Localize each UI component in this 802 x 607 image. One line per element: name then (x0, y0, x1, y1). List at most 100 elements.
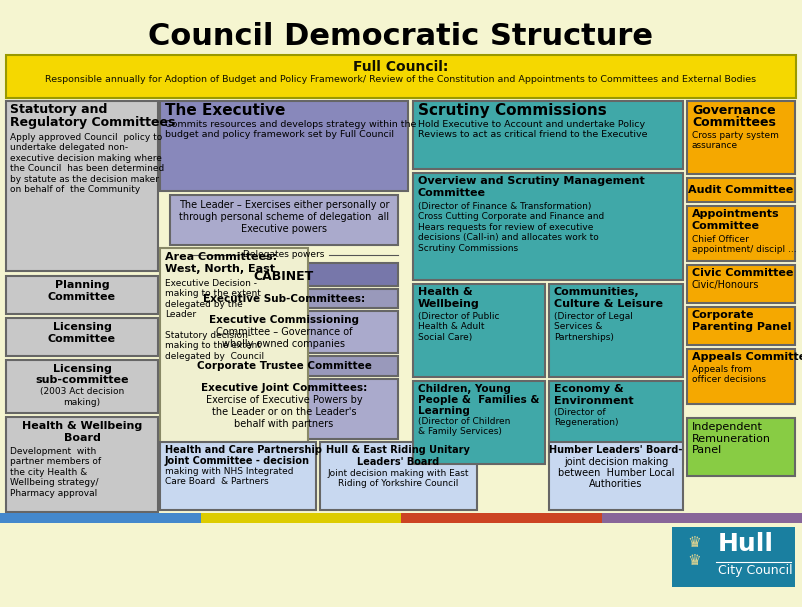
FancyBboxPatch shape (549, 381, 683, 464)
Text: CABINET: CABINET (254, 270, 314, 283)
FancyBboxPatch shape (320, 442, 477, 510)
Text: Appeals Committee: Appeals Committee (692, 352, 802, 362)
FancyBboxPatch shape (170, 356, 398, 376)
FancyBboxPatch shape (687, 206, 795, 261)
FancyBboxPatch shape (170, 379, 398, 439)
Text: behalf with partners: behalf with partners (234, 419, 334, 429)
Text: Health & Wellbeing: Health & Wellbeing (22, 421, 142, 431)
Text: (Director of
Regeneration): (Director of Regeneration) (554, 408, 618, 427)
Text: making with NHS Integrated
Care Board  & Partners: making with NHS Integrated Care Board & … (165, 467, 294, 486)
Text: making): making) (63, 398, 100, 407)
Text: Regulatory Committees: Regulatory Committees (10, 116, 176, 129)
Text: Parenting Panel: Parenting Panel (692, 322, 792, 332)
Text: Chief Officer
appointment/ discipl ...: Chief Officer appointment/ discipl ... (692, 235, 796, 254)
Text: The Leader – Exercises either personally or: The Leader – Exercises either personally… (179, 200, 389, 210)
Text: Civic/Honours: Civic/Honours (692, 280, 759, 290)
FancyBboxPatch shape (200, 513, 401, 523)
Text: Culture & Leisure: Culture & Leisure (554, 299, 663, 309)
Text: Scrutiny Commissions: Scrutiny Commissions (418, 103, 607, 118)
FancyBboxPatch shape (170, 195, 398, 245)
FancyBboxPatch shape (170, 263, 398, 286)
Text: Authorities: Authorities (589, 479, 642, 489)
Text: between  Humber Local: between Humber Local (557, 468, 674, 478)
Text: Apply approved Council  policy to
undertake delegated non-
executive decision ma: Apply approved Council policy to underta… (10, 133, 164, 194)
Text: The Executive: The Executive (165, 103, 286, 118)
Text: Executive Decision -
making to the extent
delegated by the
Leader

Statutory dec: Executive Decision - making to the exten… (165, 279, 264, 361)
Text: Full Council:: Full Council: (354, 60, 448, 74)
Text: Executive Joint Committees:: Executive Joint Committees: (200, 383, 367, 393)
Text: (Director of Finance & Transformation)
Cross Cutting Corporate and Finance and
H: (Director of Finance & Transformation) C… (418, 202, 604, 253)
Text: Statutory and: Statutory and (10, 103, 107, 116)
FancyBboxPatch shape (6, 417, 158, 512)
FancyBboxPatch shape (672, 527, 795, 587)
Text: Licensing: Licensing (53, 322, 111, 332)
Text: Joint Committee - decision: Joint Committee - decision (165, 456, 310, 466)
FancyBboxPatch shape (170, 311, 398, 353)
Text: wholly owned companies: wholly owned companies (222, 339, 346, 349)
FancyBboxPatch shape (687, 418, 795, 476)
FancyBboxPatch shape (160, 101, 408, 191)
Text: Commits resources and develops strategy within the
budget and policy framework s: Commits resources and develops strategy … (165, 120, 416, 140)
Text: Governance: Governance (692, 104, 776, 117)
Text: Corporate: Corporate (692, 310, 755, 320)
Text: Executive powers: Executive powers (241, 224, 327, 234)
FancyBboxPatch shape (6, 318, 158, 356)
FancyBboxPatch shape (6, 276, 158, 314)
Text: Exercise of Executive Powers by: Exercise of Executive Powers by (205, 395, 363, 405)
Text: Health &: Health & (418, 287, 472, 297)
Text: Children, Young: Children, Young (418, 384, 511, 394)
Text: Board: Board (63, 433, 100, 443)
FancyBboxPatch shape (413, 173, 683, 280)
Text: Hull: Hull (718, 532, 774, 556)
Text: Civic Committee: Civic Committee (692, 268, 793, 278)
Text: West, North, East: West, North, East (165, 264, 275, 274)
FancyBboxPatch shape (160, 442, 316, 510)
FancyBboxPatch shape (6, 360, 158, 413)
Text: Committees: Committees (692, 116, 776, 129)
Text: Humber Leaders' Board-: Humber Leaders' Board- (549, 445, 683, 455)
Text: Committee: Committee (48, 292, 116, 302)
Text: Committee – Governance of: Committee – Governance of (216, 327, 352, 337)
FancyBboxPatch shape (602, 513, 802, 523)
FancyBboxPatch shape (549, 442, 683, 510)
Text: Communities,: Communities, (554, 287, 640, 297)
Text: Health and Care Partnership: Health and Care Partnership (165, 445, 322, 455)
FancyBboxPatch shape (413, 284, 545, 377)
FancyBboxPatch shape (413, 381, 545, 464)
Text: through personal scheme of delegation  all: through personal scheme of delegation al… (179, 212, 389, 222)
Text: Environment: Environment (554, 396, 634, 406)
FancyBboxPatch shape (401, 513, 602, 523)
Text: Cross party system
assurance: Cross party system assurance (692, 131, 779, 151)
Text: Independent
Remuneration
Panel: Independent Remuneration Panel (692, 422, 771, 455)
FancyBboxPatch shape (687, 101, 795, 174)
Text: Development  with
partner members of
the city Health &
Wellbeing strategy/
Pharm: Development with partner members of the … (10, 447, 101, 498)
Text: (2003 Act decision: (2003 Act decision (40, 387, 124, 396)
FancyBboxPatch shape (687, 307, 795, 345)
FancyBboxPatch shape (687, 349, 795, 404)
Text: City Council: City Council (718, 564, 792, 577)
Text: (Director of Public
Health & Adult
Social Care): (Director of Public Health & Adult Socia… (418, 312, 500, 342)
Text: Economy &: Economy & (554, 384, 624, 394)
Text: Audit Committee: Audit Committee (688, 185, 794, 195)
Text: People &  Families &: People & Families & (418, 395, 540, 405)
Text: Committee: Committee (692, 221, 760, 231)
Text: the Leader or on the Leader's: the Leader or on the Leader's (212, 407, 356, 417)
Text: Council Democratic Structure: Council Democratic Structure (148, 22, 654, 51)
Text: Hull & East Riding Unitary: Hull & East Riding Unitary (326, 445, 470, 455)
Text: Appointments: Appointments (692, 209, 780, 219)
Text: (Director of Legal
Services &
Partnerships): (Director of Legal Services & Partnershi… (554, 312, 633, 342)
Text: joint decision making: joint decision making (564, 457, 668, 467)
FancyBboxPatch shape (0, 513, 200, 523)
FancyBboxPatch shape (413, 101, 683, 169)
Text: ♛: ♛ (687, 535, 701, 550)
Text: Executive Sub-Committees:: Executive Sub-Committees: (203, 294, 365, 304)
Text: Learning: Learning (418, 406, 470, 416)
Text: (Director of Children
& Family Services): (Director of Children & Family Services) (418, 417, 510, 436)
Text: Leaders' Board: Leaders' Board (357, 457, 439, 467)
Text: Area Committees:: Area Committees: (165, 252, 277, 262)
Text: Committee: Committee (418, 188, 486, 198)
Text: Planning: Planning (55, 280, 109, 290)
Text: ♛: ♛ (687, 553, 701, 568)
Text: Wellbeing: Wellbeing (418, 299, 480, 309)
Text: Delegates powers: Delegates powers (243, 250, 325, 259)
